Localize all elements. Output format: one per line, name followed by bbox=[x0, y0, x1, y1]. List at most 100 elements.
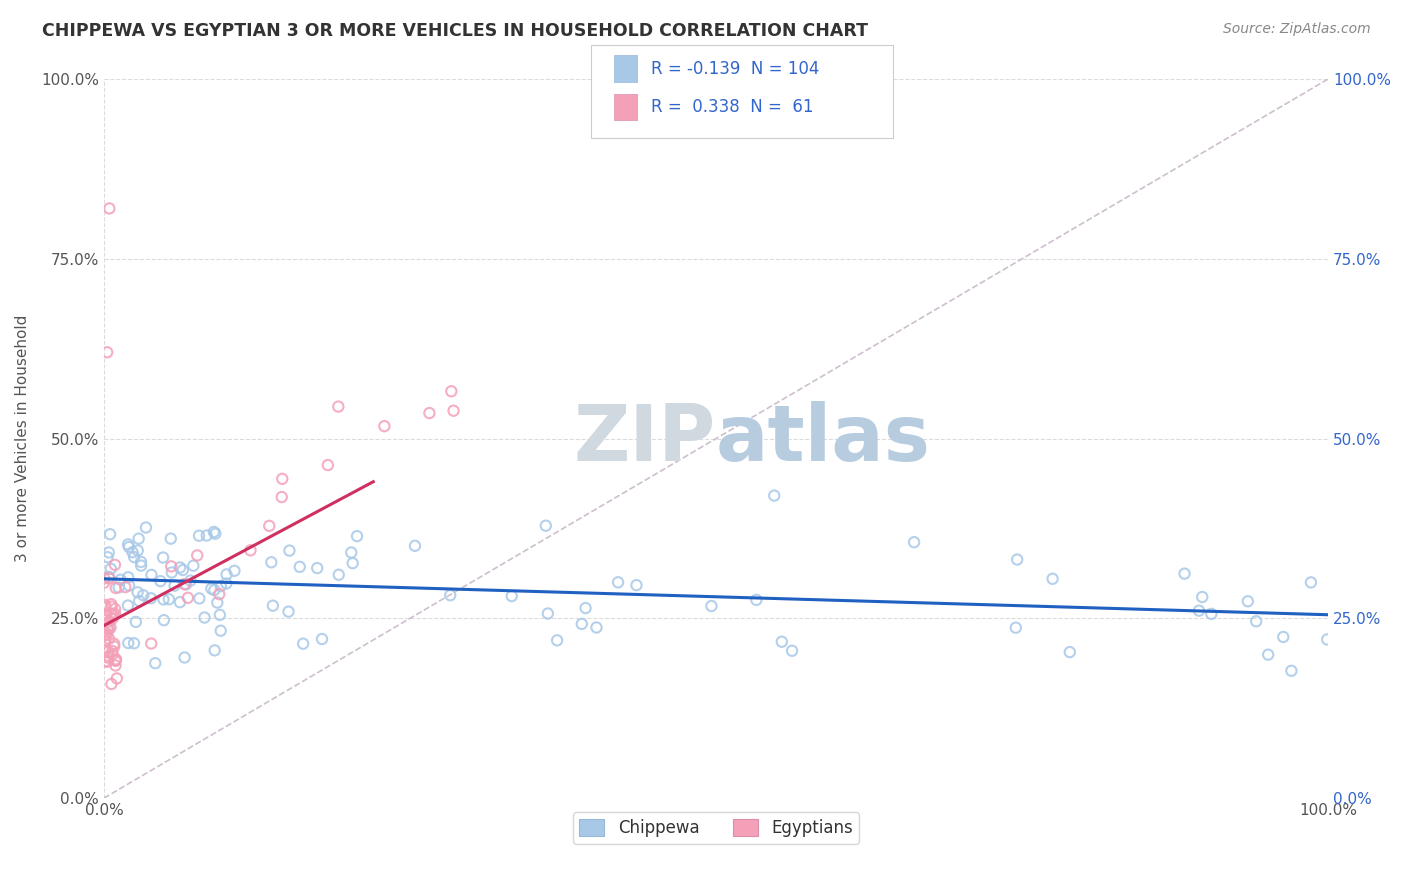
Point bbox=[316, 458, 339, 472]
Point bbox=[174, 577, 197, 591]
Point bbox=[101, 644, 124, 658]
Point bbox=[328, 567, 350, 582]
Point bbox=[418, 406, 440, 420]
Point bbox=[1244, 615, 1267, 629]
Point bbox=[97, 648, 120, 663]
Point bbox=[125, 615, 148, 629]
Point bbox=[700, 599, 723, 613]
Point bbox=[207, 596, 229, 610]
Point bbox=[100, 677, 122, 691]
Point bbox=[307, 561, 329, 575]
Point bbox=[100, 607, 122, 621]
Point bbox=[117, 537, 139, 551]
Point bbox=[127, 543, 149, 558]
Point bbox=[129, 558, 152, 573]
Text: R =  0.338  N =  61: R = 0.338 N = 61 bbox=[651, 98, 814, 116]
Point bbox=[94, 628, 117, 642]
Point bbox=[770, 634, 793, 648]
Point bbox=[100, 562, 122, 576]
Point bbox=[186, 549, 208, 563]
Point bbox=[188, 591, 211, 606]
Point bbox=[100, 599, 122, 614]
Point bbox=[195, 528, 218, 542]
Point bbox=[239, 543, 262, 558]
Text: ZIP: ZIP bbox=[574, 401, 716, 476]
Point bbox=[340, 545, 363, 559]
Point bbox=[128, 594, 150, 608]
Text: Source: ZipAtlas.com: Source: ZipAtlas.com bbox=[1223, 22, 1371, 37]
Point bbox=[104, 607, 127, 621]
Y-axis label: 3 or more Vehicles in Household: 3 or more Vehicles in Household bbox=[15, 315, 30, 562]
Point bbox=[132, 588, 155, 602]
Point bbox=[278, 543, 301, 558]
Point bbox=[152, 550, 174, 565]
Point bbox=[100, 597, 122, 611]
Point bbox=[342, 556, 364, 570]
Point bbox=[104, 558, 127, 572]
Point bbox=[537, 607, 560, 621]
Text: CHIPPEWA VS EGYPTIAN 3 OR MORE VEHICLES IN HOUSEHOLD CORRELATION CHART: CHIPPEWA VS EGYPTIAN 3 OR MORE VEHICLES … bbox=[42, 22, 868, 40]
Point bbox=[101, 611, 124, 625]
Point bbox=[262, 599, 284, 613]
Point bbox=[501, 589, 523, 603]
Point bbox=[169, 595, 191, 609]
Point bbox=[117, 570, 139, 584]
Point bbox=[114, 580, 136, 594]
Point bbox=[209, 579, 232, 593]
Text: R = -0.139  N = 104: R = -0.139 N = 104 bbox=[651, 60, 820, 78]
Point bbox=[122, 550, 145, 565]
Point bbox=[277, 605, 299, 619]
Point bbox=[94, 607, 117, 621]
Point bbox=[1237, 594, 1260, 608]
Point bbox=[127, 585, 149, 599]
Point bbox=[204, 643, 226, 657]
Point bbox=[179, 574, 201, 588]
Point bbox=[585, 620, 607, 634]
Point bbox=[607, 575, 630, 590]
Point bbox=[98, 527, 121, 541]
Point bbox=[117, 599, 139, 613]
Point bbox=[209, 624, 232, 638]
Point bbox=[440, 384, 463, 399]
Point bbox=[177, 591, 200, 605]
Point bbox=[1257, 648, 1279, 662]
Point bbox=[98, 632, 121, 646]
Point bbox=[97, 615, 120, 629]
Point bbox=[160, 559, 183, 574]
Point bbox=[141, 636, 163, 650]
Legend: Chippewa, Egyptians: Chippewa, Egyptians bbox=[572, 813, 859, 844]
Point bbox=[204, 526, 226, 541]
Point bbox=[439, 588, 461, 602]
Point bbox=[183, 558, 205, 573]
Point bbox=[93, 634, 115, 648]
Point bbox=[1005, 552, 1028, 566]
Point bbox=[107, 581, 129, 595]
Text: atlas: atlas bbox=[716, 401, 931, 476]
Point bbox=[188, 529, 211, 543]
Point bbox=[1059, 645, 1081, 659]
Point bbox=[97, 545, 120, 559]
Point bbox=[94, 625, 117, 640]
Point bbox=[1272, 630, 1295, 644]
Point bbox=[105, 652, 128, 666]
Point bbox=[546, 633, 568, 648]
Point bbox=[129, 555, 152, 569]
Point bbox=[94, 643, 117, 657]
Point bbox=[117, 636, 139, 650]
Point bbox=[208, 587, 231, 601]
Point bbox=[259, 519, 281, 533]
Point bbox=[780, 644, 803, 658]
Point bbox=[626, 578, 648, 592]
Point bbox=[118, 540, 141, 554]
Point bbox=[404, 539, 426, 553]
Point bbox=[96, 608, 118, 623]
Point bbox=[94, 613, 117, 627]
Point bbox=[96, 345, 118, 359]
Point bbox=[122, 636, 145, 650]
Point bbox=[103, 637, 125, 651]
Point bbox=[103, 640, 125, 654]
Point bbox=[141, 568, 163, 582]
Point bbox=[163, 579, 186, 593]
Point bbox=[157, 592, 180, 607]
Point bbox=[1042, 572, 1064, 586]
